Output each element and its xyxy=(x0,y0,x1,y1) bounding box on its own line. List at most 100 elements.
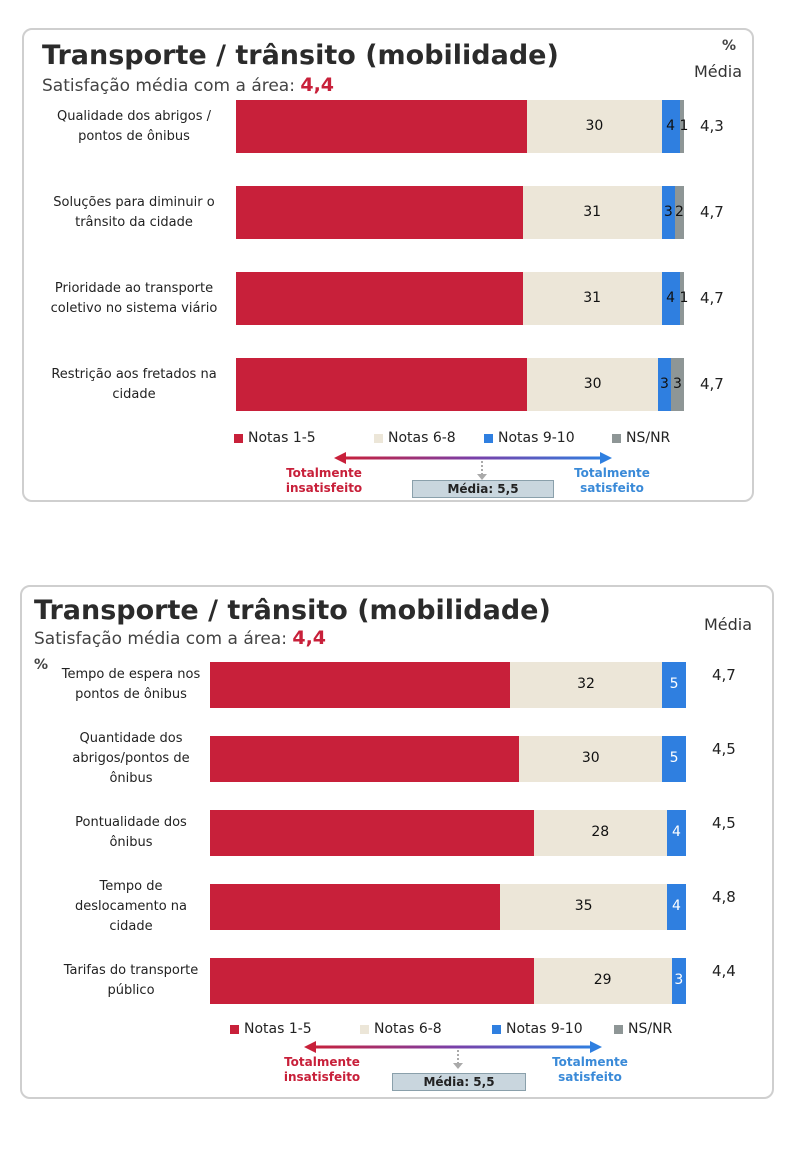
bar-segment xyxy=(210,958,534,1004)
data-label: 1 xyxy=(679,117,689,134)
mean-value: 4,8 xyxy=(712,888,736,906)
subtitle-score: 4,4 xyxy=(292,627,327,649)
stacked-bar xyxy=(210,958,686,1004)
legend-entry: NS/NR xyxy=(612,430,670,446)
row-label: Qualidade dos abrigos / pontos de ônibus xyxy=(56,108,212,144)
row-label: Tarifas do transporte público xyxy=(63,963,199,998)
stacked-bar xyxy=(210,884,686,930)
data-label: 3 xyxy=(659,375,669,392)
mean-value: 4,5 xyxy=(712,814,736,832)
legend-entry: Notas 6-8 xyxy=(360,1021,442,1037)
stacked-bar xyxy=(210,810,686,856)
bar-segment xyxy=(522,186,662,239)
legend-label: Notas 1-5 xyxy=(244,1021,312,1037)
stacked-bar xyxy=(210,736,686,782)
bar-segment xyxy=(236,272,523,325)
data-label: 3 xyxy=(673,375,682,392)
subtitle-score: 4,4 xyxy=(300,74,335,96)
legend-swatch xyxy=(234,433,243,443)
row-label: Tempo de deslocamento na cidade xyxy=(75,879,187,934)
legend-label: Notas 1-5 xyxy=(248,430,316,446)
bar-segment xyxy=(527,358,658,411)
data-label: 2 xyxy=(675,203,684,220)
bar-segment xyxy=(666,810,686,856)
data-label: 32 xyxy=(577,676,595,692)
stacked-bar xyxy=(236,272,684,325)
bar-segment xyxy=(533,958,672,1004)
arrow-left-head xyxy=(304,1041,316,1053)
arrow-right-head xyxy=(590,1041,602,1053)
bar-segment xyxy=(210,736,520,782)
data-label: 4 xyxy=(672,824,681,840)
mean-value: 4,5 xyxy=(712,740,736,758)
chart-title: Transporte / trânsito (mobilidade) xyxy=(42,40,559,71)
bar-segment xyxy=(679,100,684,153)
bar-segment xyxy=(661,272,680,325)
percent-label: % xyxy=(34,657,49,673)
bar-segment xyxy=(210,662,510,708)
legend-label: NS/NR xyxy=(628,1021,673,1037)
scale-arrow xyxy=(304,1041,602,1069)
row-label: Tempo de espera nos pontos de ônibus xyxy=(61,667,201,702)
legend-label: Notas 6-8 xyxy=(374,1021,442,1037)
row-label: Quantidade dos abrigos/pontos de ônibus xyxy=(72,731,190,786)
legend-entry: Notas 1-5 xyxy=(234,430,316,446)
legend-swatch xyxy=(360,1024,369,1034)
legend-swatch xyxy=(614,1024,623,1034)
bar-segment xyxy=(527,100,662,153)
mean-value: 4,4 xyxy=(712,962,736,980)
legend-swatch xyxy=(484,433,493,443)
scale-left-label: Totalmente insatisfeito xyxy=(285,466,363,495)
data-label: 1 xyxy=(679,289,689,306)
legend-swatch xyxy=(230,1024,239,1034)
chart-title: Transporte / trânsito (mobilidade) xyxy=(34,595,551,626)
data-label: 28 xyxy=(591,824,610,840)
media-box: Média: 5,5 xyxy=(392,1073,526,1091)
legend-swatch xyxy=(374,433,383,443)
scale-right-label: Totalmente satisfeito xyxy=(574,466,650,495)
scale-line xyxy=(342,456,604,460)
bar-segment xyxy=(657,358,671,411)
data-label: 29 xyxy=(593,972,612,988)
row-label: Pontualidade dos ônibus xyxy=(75,815,187,850)
data-label: 30 xyxy=(585,117,604,134)
percent-label: % xyxy=(722,38,737,54)
legend-label: Notas 9-10 xyxy=(498,430,575,446)
media-box: Média: 5,5 xyxy=(412,480,554,498)
scale-arrow xyxy=(334,452,612,480)
bar-segment xyxy=(210,810,534,856)
mean-value: 4,3 xyxy=(700,116,724,135)
scale-left-label: Totalmente insatisfeito xyxy=(283,1055,361,1084)
data-label: 3 xyxy=(663,203,673,220)
subtitle-prefix: Satisfação média com a área: xyxy=(42,76,295,96)
stacked-bar xyxy=(236,186,684,239)
bar-segment xyxy=(679,272,684,325)
bar-segment xyxy=(236,186,523,239)
scale-right-label: Totalmente satisfeito xyxy=(552,1055,628,1084)
stacked-bar xyxy=(236,358,684,411)
bar-segment xyxy=(519,736,663,782)
legend-swatch xyxy=(492,1024,501,1034)
data-label: 30 xyxy=(581,750,600,766)
data-label: 4 xyxy=(666,117,675,134)
legend-label: Notas 6-8 xyxy=(388,430,456,446)
legend-label: Notas 9-10 xyxy=(506,1021,583,1037)
bar-segment xyxy=(662,736,686,782)
data-label: 5 xyxy=(669,676,679,692)
row-label: Restrição aos fretados na cidade xyxy=(51,366,217,402)
legend-swatch xyxy=(612,433,621,443)
legend-label: NS/NR xyxy=(626,430,671,446)
bar-segment xyxy=(670,358,684,411)
mean-value: 4,7 xyxy=(712,666,736,684)
mean-value: 4,7 xyxy=(700,374,724,393)
legend-entry: Notas 9-10 xyxy=(484,430,575,446)
mean-header: Média xyxy=(703,615,753,634)
legend-entry: Notas 9-10 xyxy=(492,1021,583,1037)
stacked-bar xyxy=(210,662,686,708)
mean-header: Média xyxy=(693,62,743,81)
bar-segment xyxy=(236,358,528,411)
bar-segment xyxy=(210,884,501,930)
data-label: 31 xyxy=(583,203,602,220)
data-label: 5 xyxy=(669,750,679,766)
arrow-left-head xyxy=(334,452,346,464)
